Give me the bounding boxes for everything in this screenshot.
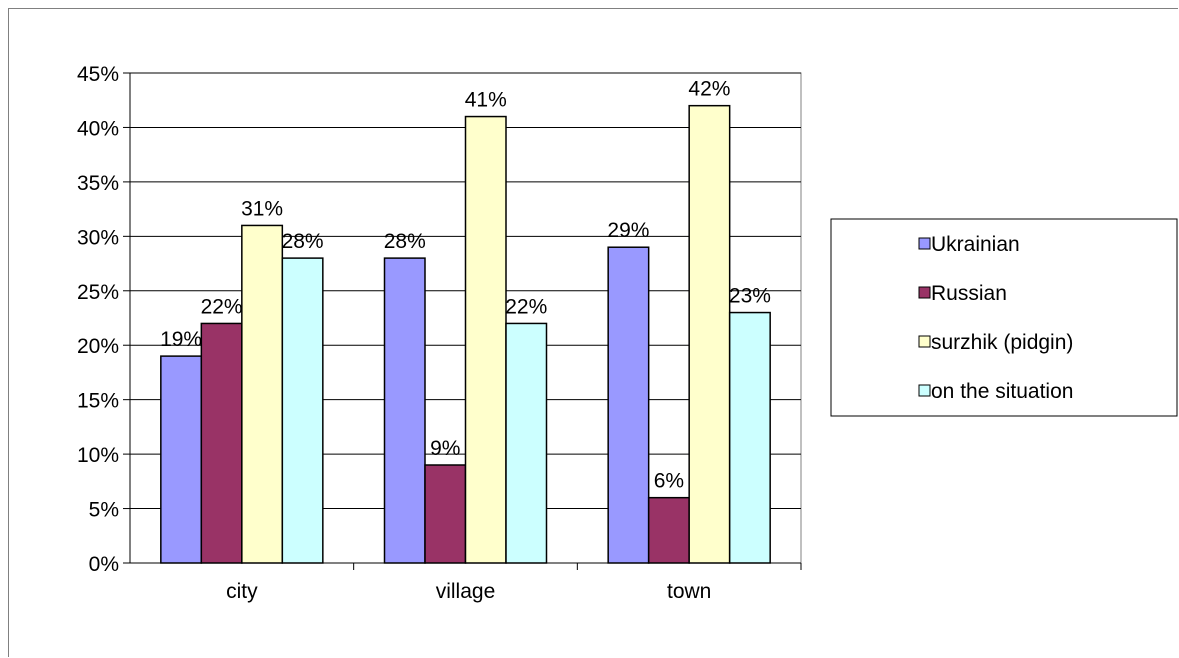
y-tick-label: 10% — [77, 444, 119, 467]
data-label: 23% — [729, 285, 771, 308]
y-tick-label: 25% — [77, 281, 119, 304]
data-label: 22% — [201, 295, 243, 318]
bar — [647, 496, 690, 564]
legend: Ukrainian Russian surzhik (pidgin) on the s… — [830, 218, 1178, 417]
data-label: 41% — [465, 89, 507, 112]
legend-label: on the situation — [931, 380, 1073, 403]
data-label: 22% — [505, 295, 547, 318]
y-tick-label: 40% — [77, 117, 119, 140]
bar — [607, 246, 650, 564]
data-label: 42% — [688, 78, 730, 101]
legend-swatch — [918, 335, 931, 348]
y-tick-label: 15% — [77, 390, 119, 413]
legend-label: Ukrainian — [931, 233, 1020, 256]
bar — [505, 322, 548, 564]
y-tick-label: 20% — [77, 335, 119, 358]
x-tick-label: town — [667, 580, 711, 603]
legend-box — [830, 218, 1178, 417]
x-tick-label: village — [436, 580, 496, 603]
y-tick-label: 0% — [89, 553, 119, 576]
data-label: 28% — [282, 230, 324, 253]
x-tick-label: city — [226, 580, 258, 603]
legend-label: Russian — [931, 282, 1007, 305]
chart-frame — [8, 8, 1178, 657]
y-tick-label: 45% — [77, 63, 119, 86]
y-tick-label: 30% — [77, 226, 119, 249]
legend-swatch — [918, 384, 931, 397]
bar — [728, 311, 771, 564]
bar — [281, 257, 324, 564]
legend-swatch — [918, 237, 931, 250]
bar — [383, 257, 426, 564]
bar — [464, 115, 507, 564]
data-label: 29% — [607, 219, 649, 242]
y-tick-label: 35% — [77, 172, 119, 195]
data-label: 19% — [160, 328, 202, 351]
bar — [241, 224, 284, 564]
y-tick-label: 5% — [89, 499, 119, 522]
data-label: 28% — [384, 230, 426, 253]
bar — [424, 464, 467, 564]
bar — [688, 104, 731, 564]
axes: 0% 5% 10% 15% 20% 25% 30% 35% 40% 45% city village t… — [77, 63, 802, 603]
legend-label: surzhik (pidgin) — [931, 331, 1073, 354]
bar — [200, 322, 243, 564]
data-labels: 19% 22% 31% 28% 28% 9% 41% 22% 29% 6% 42% 23% — [160, 78, 771, 493]
legend-swatch — [918, 286, 931, 299]
bars — [160, 104, 771, 564]
data-label: 9% — [430, 437, 460, 460]
data-label: 31% — [241, 197, 283, 220]
bar — [160, 355, 203, 564]
data-label: 6% — [654, 470, 684, 493]
